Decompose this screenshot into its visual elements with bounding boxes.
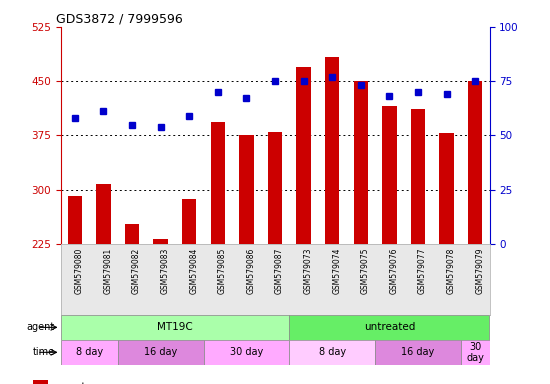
Bar — [382, 106, 397, 244]
Text: GSM579076: GSM579076 — [389, 247, 398, 294]
Text: time: time — [33, 347, 55, 358]
Text: count: count — [56, 382, 86, 384]
Text: 30
day: 30 day — [466, 341, 484, 363]
Text: MT19C: MT19C — [157, 322, 192, 333]
Text: GSM579081: GSM579081 — [103, 247, 112, 294]
Text: agent: agent — [27, 322, 55, 333]
Text: GSM579075: GSM579075 — [361, 247, 370, 294]
Bar — [296, 67, 311, 244]
Bar — [125, 223, 139, 244]
Text: 8 day: 8 day — [318, 347, 346, 358]
Bar — [204, 340, 289, 365]
Bar — [211, 122, 225, 244]
Bar — [439, 133, 454, 244]
Bar — [118, 340, 204, 365]
Bar — [33, 380, 48, 384]
Bar — [468, 81, 482, 244]
Bar — [461, 340, 490, 365]
Bar — [354, 81, 368, 244]
Text: GSM579073: GSM579073 — [304, 247, 312, 294]
Bar — [325, 56, 339, 244]
Bar — [289, 315, 490, 340]
Bar — [411, 109, 425, 244]
Bar — [68, 196, 82, 244]
Text: GSM579074: GSM579074 — [332, 247, 341, 294]
Bar — [96, 184, 111, 244]
Text: 16 day: 16 day — [144, 347, 177, 358]
Text: GSM579080: GSM579080 — [75, 247, 84, 294]
Text: GSM579085: GSM579085 — [218, 247, 227, 294]
Text: GSM579083: GSM579083 — [161, 247, 169, 294]
Text: GSM579077: GSM579077 — [418, 247, 427, 294]
Bar — [60, 315, 289, 340]
Text: untreated: untreated — [364, 322, 415, 333]
Bar — [182, 199, 196, 244]
Bar — [239, 135, 254, 244]
Bar — [60, 340, 118, 365]
Text: GSM579079: GSM579079 — [475, 247, 484, 294]
Bar — [375, 340, 461, 365]
Text: 8 day: 8 day — [75, 347, 103, 358]
Bar — [153, 239, 168, 244]
Text: GSM579087: GSM579087 — [275, 247, 284, 294]
Text: 16 day: 16 day — [402, 347, 434, 358]
Text: GSM579084: GSM579084 — [189, 247, 198, 294]
Text: GSM579078: GSM579078 — [447, 247, 455, 294]
Text: GSM579086: GSM579086 — [246, 247, 255, 294]
Text: GSM579082: GSM579082 — [132, 247, 141, 294]
Bar — [268, 132, 282, 244]
Text: 30 day: 30 day — [230, 347, 263, 358]
Bar — [289, 340, 375, 365]
Text: GDS3872 / 7999596: GDS3872 / 7999596 — [56, 13, 183, 26]
